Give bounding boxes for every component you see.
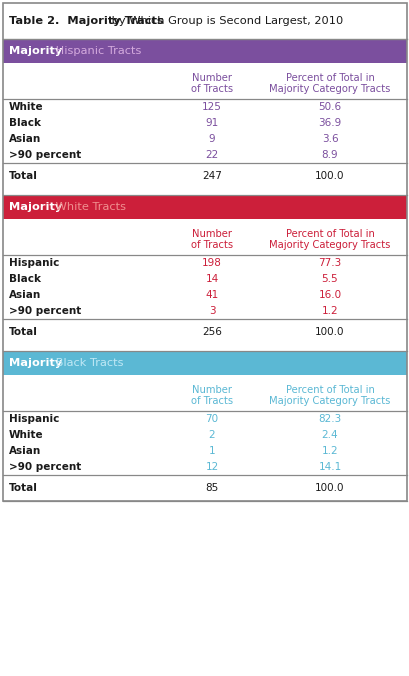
Text: 125: 125 [202,102,221,112]
Bar [3,375,406,411]
Text: Percent of Total in: Percent of Total in [285,385,373,395]
Text: 3: 3 [208,306,215,316]
Text: Black: Black [9,274,41,284]
Bar [3,271,406,287]
Bar [3,115,406,131]
Text: of Tracts: of Tracts [191,396,232,406]
Bar [3,351,406,375]
Text: Number: Number [191,229,231,239]
Text: 5.5: 5.5 [321,274,337,284]
Text: 247: 247 [202,171,221,181]
Text: 82.3: 82.3 [318,414,341,424]
Text: Total: Total [9,327,38,337]
Bar [3,163,406,189]
Text: 77.3: 77.3 [318,258,341,268]
Text: 14.1: 14.1 [318,462,341,472]
Bar [3,319,406,345]
Text: Hispanic: Hispanic [9,258,59,268]
Text: 2.4: 2.4 [321,430,337,440]
Bar [3,475,406,501]
Bar [3,255,406,271]
Text: Hispanic Tracts: Hispanic Tracts [52,46,141,56]
Text: Percent of Total in: Percent of Total in [285,73,373,83]
Text: 8.9: 8.9 [321,150,337,160]
Text: Percent of Total in: Percent of Total in [285,229,373,239]
Bar [3,303,406,319]
Text: 12: 12 [205,462,218,472]
Text: of Tracts: of Tracts [191,84,232,94]
Text: of Tracts: of Tracts [191,240,232,250]
Text: Total: Total [9,171,38,181]
Text: 41: 41 [205,290,218,300]
Text: Total: Total [9,483,38,493]
Text: White: White [9,102,43,112]
Bar [3,345,406,351]
Text: Majority Category Tracts: Majority Category Tracts [269,396,390,406]
Text: Majority Category Tracts: Majority Category Tracts [269,84,390,94]
Bar [3,147,406,163]
Bar [3,219,406,255]
Text: Majority: Majority [9,202,62,212]
Text: Table 2.  Majority Tracts: Table 2. Majority Tracts [9,16,163,26]
Text: by Which Group is Second Largest, 2010: by Which Group is Second Largest, 2010 [108,16,342,26]
Text: White Tracts: White Tracts [52,202,126,212]
Bar [3,189,406,195]
Bar [3,427,406,443]
Text: 100.0: 100.0 [315,483,344,493]
Text: 14: 14 [205,274,218,284]
Text: 198: 198 [202,258,221,268]
Text: 3.6: 3.6 [321,134,337,144]
Text: White: White [9,430,43,440]
Bar [3,63,406,99]
Text: 50.6: 50.6 [318,102,341,112]
Text: 85: 85 [205,483,218,493]
Text: Number: Number [191,385,231,395]
Bar [3,131,406,147]
Text: 91: 91 [205,118,218,128]
Text: 1: 1 [208,446,215,456]
Text: 1.2: 1.2 [321,306,337,316]
Text: >90 percent: >90 percent [9,462,81,472]
Text: 1.2: 1.2 [321,446,337,456]
Text: 22: 22 [205,150,218,160]
Text: Asian: Asian [9,446,41,456]
Text: 2: 2 [208,430,215,440]
Text: Hispanic: Hispanic [9,414,59,424]
Bar [3,443,406,459]
Text: >90 percent: >90 percent [9,306,81,316]
Bar [3,3,406,501]
Text: Asian: Asian [9,134,41,144]
Text: 9: 9 [208,134,215,144]
Text: Black Tracts: Black Tracts [52,358,123,368]
Text: >90 percent: >90 percent [9,150,81,160]
Bar [3,411,406,427]
Text: 100.0: 100.0 [315,171,344,181]
Text: Number: Number [191,73,231,83]
Bar [3,39,406,63]
Bar [3,195,406,219]
Text: Majority: Majority [9,358,62,368]
Text: 70: 70 [205,414,218,424]
Text: Majority Category Tracts: Majority Category Tracts [269,240,390,250]
Bar [3,459,406,475]
Text: 36.9: 36.9 [318,118,341,128]
Bar [3,3,406,39]
Text: 256: 256 [202,327,221,337]
Text: Asian: Asian [9,290,41,300]
Text: 16.0: 16.0 [318,290,341,300]
Text: Black: Black [9,118,41,128]
Bar [3,99,406,115]
Text: 100.0: 100.0 [315,327,344,337]
Text: Majority: Majority [9,46,62,56]
Bar [3,287,406,303]
